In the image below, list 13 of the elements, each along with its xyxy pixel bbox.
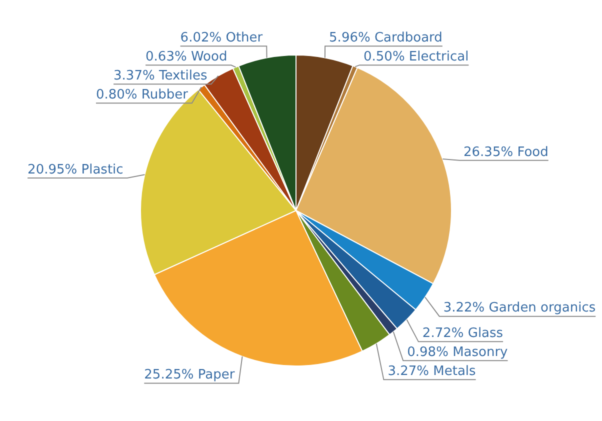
slice-label: 5.96% Cardboard	[329, 30, 442, 46]
slice-label: 3.27% Metals	[388, 364, 476, 380]
slice-label: 6.02% Other	[180, 30, 264, 46]
slice-label: 0.98% Masonry	[407, 345, 508, 360]
slice-label: 0.63% Wood	[146, 50, 228, 65]
slice-label: 3.22% Garden organics	[443, 300, 596, 316]
slice-label: 0.50% Electrical	[364, 49, 469, 64]
slice-label: 26.35% Food	[463, 144, 548, 160]
slice-label: 3.37% Textiles	[114, 68, 208, 84]
slice-label: 20.95% Plastic	[28, 162, 124, 178]
slice-label: 2.72% Glass	[422, 326, 504, 342]
slice-label: 25.25% Paper	[144, 368, 236, 383]
slice-label: 0.80% Rubber	[96, 88, 189, 103]
